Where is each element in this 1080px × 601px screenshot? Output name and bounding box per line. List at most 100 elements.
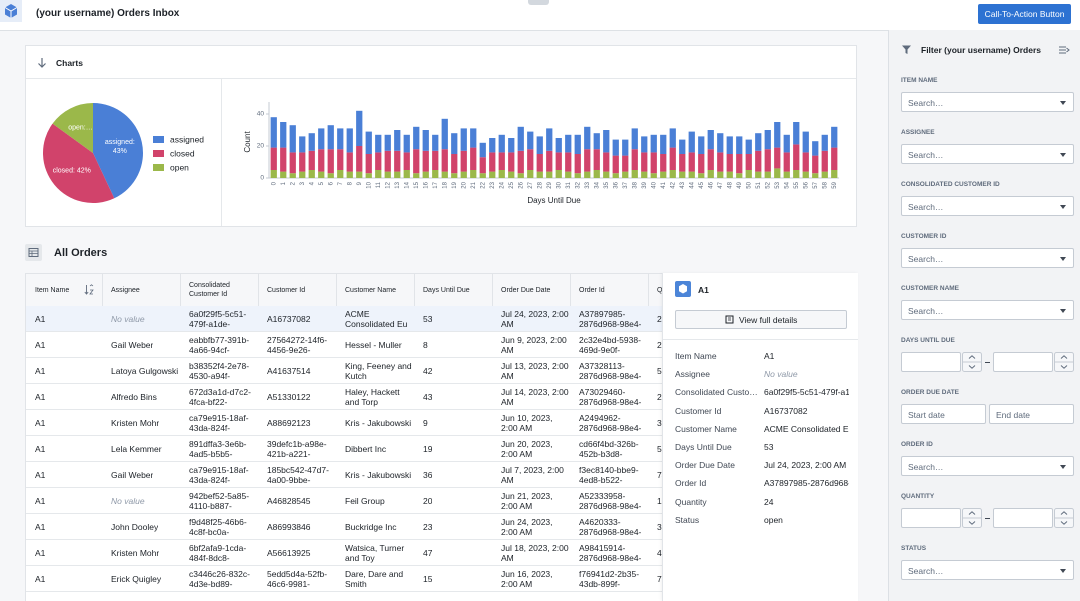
cell-text: Kris - Jakubowski bbox=[345, 470, 412, 480]
input-box[interactable] bbox=[993, 352, 1053, 372]
spinner[interactable] bbox=[1054, 508, 1074, 528]
bar-segment bbox=[821, 134, 828, 151]
cell-text: King, Feeney and Kutch bbox=[345, 361, 412, 381]
bar-segment bbox=[451, 154, 458, 174]
table-cell: 53 bbox=[657, 358, 725, 384]
bar-segment bbox=[650, 173, 657, 178]
input-box[interactable]: Start date bbox=[901, 404, 986, 424]
cell-text: f76941d2-2b35-43db-899f- bbox=[579, 569, 640, 589]
bar-segment bbox=[527, 149, 534, 170]
table-cell: 35 bbox=[657, 410, 725, 436]
table-cell: 74 bbox=[657, 462, 725, 488]
column-header[interactable]: Order Id bbox=[579, 286, 605, 294]
cta-button[interactable]: Call-To-Action Button bbox=[978, 4, 1071, 24]
bar-segment bbox=[603, 171, 610, 178]
placeholder: Search… bbox=[908, 150, 944, 160]
cell-text: A1 bbox=[35, 340, 46, 350]
bar-segment bbox=[527, 170, 534, 178]
input-box[interactable]: End date bbox=[989, 404, 1074, 424]
bar-segment bbox=[327, 173, 334, 178]
cell-text: Gail Weber bbox=[111, 340, 154, 350]
x-tick-label: 51 bbox=[756, 181, 762, 188]
filter-label: ITEM NAME bbox=[901, 77, 938, 84]
table-cell: Buckridge Inc bbox=[345, 514, 413, 540]
cell-text: ca79e915-18af-43da-824f- bbox=[189, 413, 249, 433]
column-header[interactable]: Customer Id bbox=[267, 286, 306, 294]
sort-icon[interactable] bbox=[84, 284, 94, 296]
table-cell: c3446c26-832c-4d3e-bd89- bbox=[189, 566, 257, 592]
bar-segment bbox=[669, 128, 676, 148]
bar-segment bbox=[774, 122, 781, 148]
input-box[interactable]: Search… bbox=[901, 92, 1074, 112]
input-box[interactable]: Search… bbox=[901, 248, 1074, 268]
cell-text: Jun 21, 2023, 2:00 AM bbox=[501, 491, 553, 511]
cell-text: A41637514 bbox=[267, 366, 311, 376]
divider bbox=[26, 78, 856, 79]
column-divider bbox=[648, 274, 649, 306]
table-cell: A98415914-2876d968-98e4- bbox=[579, 540, 647, 566]
table-cell: 24 bbox=[657, 306, 725, 332]
collapse-arrow[interactable] bbox=[36, 57, 48, 69]
table-cell: Jul 7, 2023, 2:00 AM bbox=[501, 462, 569, 488]
input-box[interactable]: Search… bbox=[901, 560, 1074, 580]
cell-text: Buckridge Inc bbox=[345, 522, 397, 532]
spinner[interactable] bbox=[962, 508, 982, 528]
column-header[interactable]: Assignee bbox=[111, 286, 140, 294]
detail-title: A1 bbox=[698, 285, 709, 295]
collapse-sidebar[interactable] bbox=[1058, 44, 1070, 56]
view-details-button[interactable]: View full details bbox=[675, 310, 847, 329]
bar-segment bbox=[489, 152, 496, 172]
bar-segment bbox=[451, 173, 458, 178]
spinner[interactable] bbox=[1054, 352, 1074, 372]
x-tick-label: 26 bbox=[518, 181, 524, 188]
app-logo[interactable] bbox=[0, 0, 22, 22]
input-box[interactable] bbox=[901, 352, 961, 372]
table-cell: A1 bbox=[35, 514, 103, 540]
x-tick-label: 30 bbox=[556, 181, 562, 188]
pie-slice bbox=[52, 103, 93, 153]
table-cell: A4620333-2876d968-98e4- bbox=[579, 514, 647, 540]
x-tick-label: 50 bbox=[746, 181, 752, 188]
column-header[interactable]: Order Due Date bbox=[501, 286, 551, 294]
drag-handle[interactable] bbox=[528, 0, 549, 5]
bar-segment bbox=[555, 152, 562, 170]
bar-segment bbox=[698, 136, 705, 154]
bar-segment bbox=[280, 147, 287, 172]
input-box[interactable]: Search… bbox=[901, 456, 1074, 476]
cell-text: 74 bbox=[657, 470, 666, 480]
table-cell: Feil Group bbox=[345, 488, 413, 514]
table-cell: Kristen Mohr bbox=[111, 410, 179, 436]
detail-icon bbox=[675, 281, 691, 297]
column-header[interactable]: Consolidated Customer Id bbox=[189, 282, 230, 298]
placeholder: Search… bbox=[908, 566, 944, 576]
bar-segment bbox=[774, 168, 781, 178]
bar-segment bbox=[517, 150, 524, 174]
cell-text: Jul 14, 2023, 2:00 AM bbox=[501, 387, 569, 407]
cell-text: Dare, Dare and Smith bbox=[345, 569, 404, 589]
placeholder: End date bbox=[996, 410, 1031, 420]
input-box[interactable]: Search… bbox=[901, 196, 1074, 216]
bar-segment bbox=[612, 155, 619, 174]
table-cell: Jun 20, 2023, 2:00 AM bbox=[501, 436, 569, 462]
bar-segment bbox=[365, 173, 372, 178]
table-cell: A1 bbox=[35, 358, 103, 384]
input-box[interactable] bbox=[901, 508, 961, 528]
input-box[interactable] bbox=[993, 508, 1053, 528]
table-cell: Gail Weber bbox=[111, 462, 179, 488]
spinner[interactable] bbox=[962, 352, 982, 372]
table-cell: A37328113-2876d968-98e4- bbox=[579, 358, 647, 384]
bar-segment bbox=[764, 149, 771, 172]
input-box[interactable]: Search… bbox=[901, 300, 1074, 320]
column-header[interactable]: Item Name bbox=[35, 286, 70, 294]
input-box[interactable]: Search… bbox=[901, 144, 1074, 164]
bar-segment bbox=[660, 134, 667, 154]
column-header[interactable]: Customer Name bbox=[345, 286, 396, 294]
column-header[interactable]: Days Until Due bbox=[423, 286, 470, 294]
table-cell: A1 bbox=[35, 384, 103, 410]
table-cell: Kristen Mohr bbox=[111, 540, 179, 566]
bar-segment bbox=[337, 128, 344, 150]
table-cell: John Dooley bbox=[111, 514, 179, 540]
table-cell: Erick Quigley bbox=[111, 566, 179, 592]
bar-segment bbox=[793, 122, 800, 145]
bar-segment bbox=[365, 154, 372, 174]
